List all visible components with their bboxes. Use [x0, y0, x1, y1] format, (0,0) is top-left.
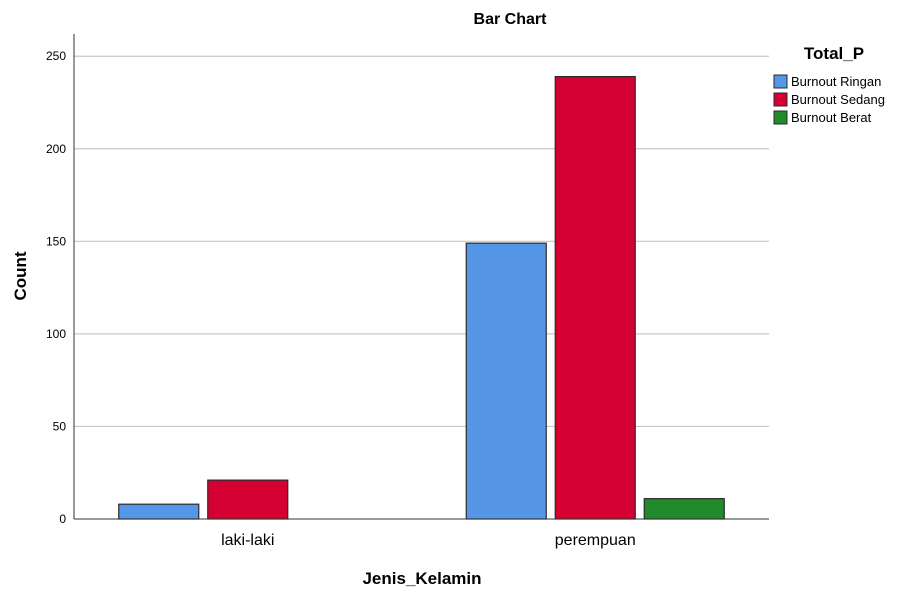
y-tick-label: 250	[46, 49, 66, 63]
legend-title: Total_P	[804, 44, 864, 63]
y-tick-labels: 0 50 100 150 200 250	[46, 49, 66, 526]
y-axis-label: Count	[11, 251, 30, 300]
axes	[73, 34, 769, 520]
bar	[643, 498, 725, 520]
legend-label: Burnout Ringan	[791, 74, 881, 89]
grid-lines	[74, 55, 769, 428]
x-tick-label: laki-laki	[221, 532, 274, 549]
bar	[465, 242, 547, 520]
x-axis-label: Jenis_Kelamin	[362, 569, 481, 588]
y-tick-label: 50	[53, 419, 67, 433]
chart-title: Bar Chart	[474, 11, 548, 28]
x-tick-labels: laki-laki perempuan	[221, 532, 636, 549]
x-tick-label: perempuan	[555, 532, 636, 549]
bars	[118, 75, 725, 520]
y-tick-label: 100	[46, 327, 66, 341]
bar	[207, 479, 289, 520]
legend-swatch	[773, 92, 788, 107]
legend-swatch	[773, 74, 788, 89]
legend-items: Burnout Ringan Burnout Sedang Burnout Bera…	[773, 74, 885, 125]
y-tick-label: 150	[46, 234, 66, 248]
bar	[554, 75, 636, 520]
legend-label: Burnout Sedang	[791, 92, 885, 107]
y-tick-label: 200	[46, 142, 66, 156]
legend-swatch	[773, 110, 788, 125]
y-tick-label: 0	[59, 512, 66, 526]
legend-label: Burnout Berat	[791, 110, 872, 125]
bar	[118, 503, 200, 520]
